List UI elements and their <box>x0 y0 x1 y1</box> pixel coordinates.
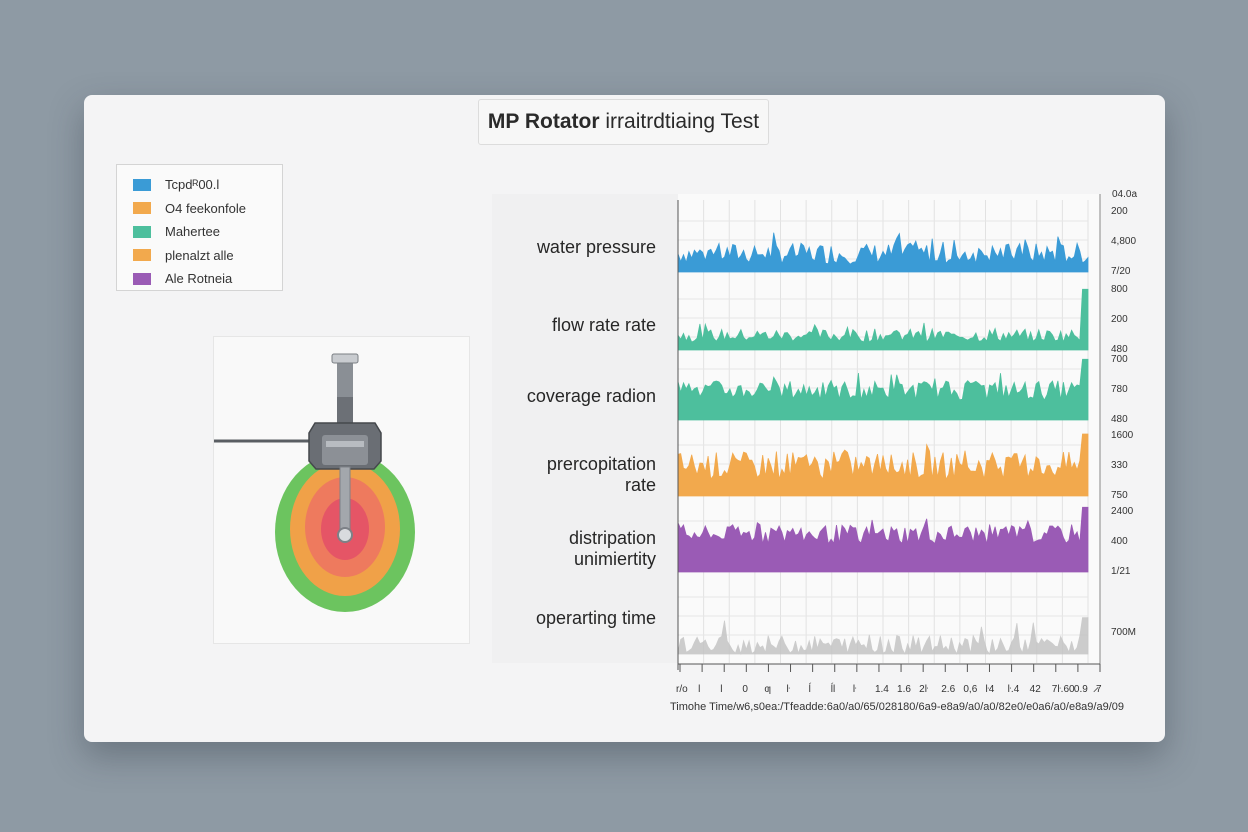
x-tick-label: r/o <box>676 684 688 695</box>
main-card: MP Rotator irraitrdtiaing Test Tcpdᴿ00.l… <box>84 95 1165 742</box>
legend-label: Tcpdᴿ00.l <box>165 177 220 193</box>
legend-label: Ale Rotneia <box>165 271 233 287</box>
y-tick-label: 1/21 <box>1111 566 1131 577</box>
row-label: prercopitation rate <box>546 454 656 495</box>
y-tick-label: 04.0a <box>1112 189 1137 200</box>
series-area <box>677 288 1089 351</box>
x-tick-label: ĺl <box>831 682 835 695</box>
row-label: flow rate rate <box>551 315 656 335</box>
legend-label: O4 feekonfole <box>165 200 246 216</box>
chart-title-bold: MP Rotator <box>487 110 600 133</box>
series-area <box>677 506 1089 573</box>
y-tick-label: 750 <box>1111 490 1128 501</box>
x-tick-label: 0 <box>742 684 748 695</box>
row-label-panel: water pressure flow rate rate coverage r… <box>492 194 678 663</box>
x-tick-label: 1.6 <box>897 684 911 695</box>
x-tick-label: 1.4 <box>875 684 889 695</box>
series-area <box>677 358 1089 421</box>
x-tick-label: l <box>720 684 722 695</box>
y-tick-label: 2400 <box>1111 506 1134 517</box>
chart-title: MP Rotator irraitrdtiaing Test <box>478 99 769 145</box>
x-tick-label: 2ŀ <box>919 684 929 695</box>
y-tick-label: 330 <box>1111 460 1128 471</box>
x-tick-label: ŀ.4 <box>1008 684 1020 695</box>
x-tick-label: ŀ4 <box>985 684 994 695</box>
legend-item: O4 feekonfole <box>133 197 282 221</box>
row-label: distripation unimiertity <box>568 528 656 569</box>
y-tick-label: 800 <box>1111 284 1128 295</box>
legend: Tcpdᴿ00.l O4 feekonfole Mahertee plenalz… <box>116 164 283 291</box>
legend-label: plenalzt alle <box>165 247 234 263</box>
legend-swatch <box>133 272 151 285</box>
sprinkler-illustration <box>204 336 470 644</box>
legend-item: plenalzt alle <box>133 244 282 268</box>
x-tick-label: ŀ <box>787 684 791 695</box>
sprinkler-icon <box>204 353 415 612</box>
x-tick-label: 42 <box>1030 684 1042 695</box>
y-tick-label: 4,800 <box>1111 236 1136 247</box>
chart-title-rest: irraitrdtiaing Test <box>599 110 760 133</box>
x-tick-label: 2.6 <box>941 684 955 695</box>
legend-swatch <box>133 202 151 215</box>
x-tick-label: ŀ <box>853 684 857 695</box>
y-tick-label: 700 <box>1111 354 1128 365</box>
x-tick-label: l <box>698 684 700 695</box>
x-tick-label: ̷7 <box>1093 684 1102 695</box>
x-tick-label: ƣ <box>764 684 771 695</box>
y-tick-label: 200 <box>1111 314 1128 325</box>
y-tick-label: 400 <box>1111 536 1128 547</box>
y-tick-label: 7/20 <box>1111 266 1131 277</box>
y-tick-label: 480 <box>1111 344 1128 355</box>
legend-item: Mahertee <box>133 220 282 244</box>
series-area <box>677 433 1089 497</box>
row-label: operarting time <box>535 608 656 628</box>
y-tick-label: 700M <box>1111 627 1136 638</box>
x-axis-caption: Timohe Time/w6,s0ea:/Tfeadde:6a0/a0/65/0… <box>670 701 1124 713</box>
series-area <box>677 617 1089 656</box>
y-tick-label: 780 <box>1111 384 1128 395</box>
legend-swatch <box>133 249 151 262</box>
row-label: water pressure <box>536 237 656 257</box>
legend-label: Mahertee <box>165 224 220 240</box>
y-tick-label: 200 <box>1111 206 1128 217</box>
legend-swatch <box>133 225 151 238</box>
x-tick-label: ĺ <box>809 682 812 695</box>
y-tick-label: 480 <box>1111 414 1128 425</box>
x-tick-label: 7ŀ.60 <box>1052 684 1075 695</box>
legend-item: Tcpdᴿ00.l <box>133 173 282 197</box>
row-label: coverage radion <box>526 386 656 406</box>
y-tick-label: 1600 <box>1111 430 1134 441</box>
legend-item: Ale Rotneia <box>133 267 282 291</box>
series-area <box>677 232 1089 273</box>
legend-swatch <box>133 178 151 191</box>
stacked-area-chart: 2004,8007/208002004807007804801600330750… <box>670 189 1137 713</box>
x-tick-label: 0,6 <box>963 684 977 695</box>
x-tick-label: 0.9 <box>1074 684 1088 695</box>
